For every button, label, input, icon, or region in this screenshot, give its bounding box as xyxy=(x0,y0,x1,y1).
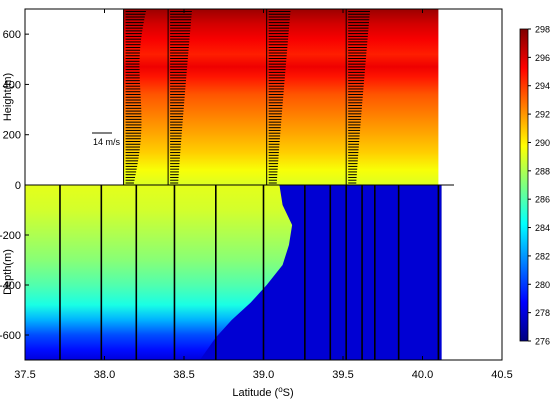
x-tick-label: 40.5 xyxy=(491,369,512,381)
colorbar-tick-label: 290 xyxy=(535,138,550,148)
wind-profile xyxy=(345,9,370,185)
x-axis: 37.5 38.0 38.5 39.0 39.5 40.0 40.5 xyxy=(14,9,513,381)
colorbar-tick-label: 280 xyxy=(535,280,550,290)
ocean-casts xyxy=(59,185,440,360)
y-axes: 0 200 400 600 -600 -400 -200 xyxy=(0,29,29,342)
colorbar-ticks: 276 278 280 282 284 286 288 290 292 294 296 298 xyxy=(528,25,550,347)
x-tick-label: 39.0 xyxy=(253,369,274,381)
y-tick-label-height: 0 xyxy=(15,180,21,192)
ocean-temperature-field xyxy=(25,185,442,360)
x-tick-label: 39.5 xyxy=(332,369,353,381)
x-tick-label: 37.5 xyxy=(14,369,35,381)
x-tick-label: 40.0 xyxy=(412,369,433,381)
y-tick-label-height: 600 xyxy=(3,29,21,41)
colorbar xyxy=(519,28,529,342)
y-axis-label-depth: Depth(m) xyxy=(2,249,14,295)
y-tick-label-depth: -400 xyxy=(0,280,21,292)
ocean-cold-water xyxy=(199,185,442,360)
colorbar-tick-label: 296 xyxy=(535,53,550,63)
x-tick-label: 38.0 xyxy=(94,369,115,381)
wind-profile xyxy=(266,9,291,185)
colorbar-tick-label: 282 xyxy=(535,251,550,261)
x-axis-label: Latitude (oS) xyxy=(232,385,293,399)
x-tick-label: 38.5 xyxy=(173,369,194,381)
wind-profiles xyxy=(123,9,370,185)
wind-profile xyxy=(167,9,192,185)
colorbar-tick-label: 288 xyxy=(535,166,550,176)
wind-profile xyxy=(123,9,146,185)
wind-scale-label: 14 m/s xyxy=(93,137,121,147)
colorbar-tick-label: 284 xyxy=(535,223,550,233)
y-tick-label-height: 400 xyxy=(3,79,21,91)
colorbar-tick-label: 276 xyxy=(535,337,550,347)
colorbar-tick-label: 292 xyxy=(535,110,550,120)
colorbar-tick-label: 294 xyxy=(535,81,550,91)
y-tick-label-depth: -600 xyxy=(0,330,21,342)
colorbar-tick-label: 298 xyxy=(535,25,550,35)
y-tick-label-depth: -200 xyxy=(0,230,21,242)
y-tick-label-height: 200 xyxy=(3,130,21,142)
y-axis-label-height: Height(m) xyxy=(2,73,14,121)
colorbar-tick-label: 286 xyxy=(535,195,550,205)
colorbar-tick-label: 278 xyxy=(535,308,550,318)
